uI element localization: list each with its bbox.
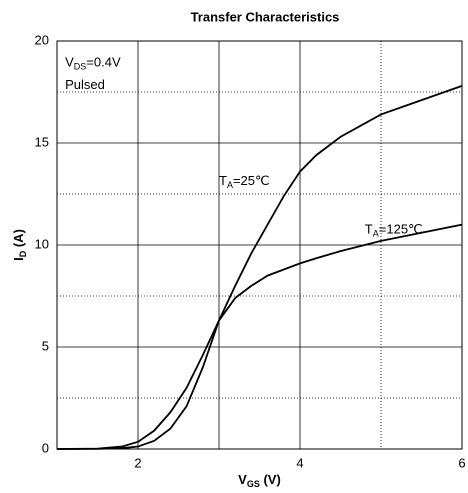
annotation-part: T bbox=[219, 173, 227, 188]
annotation-part: A bbox=[227, 180, 233, 190]
annotation-part: T bbox=[365, 222, 373, 237]
annotation-part: =125℃ bbox=[379, 222, 423, 237]
y-tick-label: 5 bbox=[42, 338, 49, 353]
x-tick-label: 6 bbox=[458, 455, 465, 470]
y-tick-label: 15 bbox=[35, 134, 49, 149]
x-tick-label: 4 bbox=[296, 455, 303, 470]
annotation-part: =0.4V bbox=[86, 55, 121, 70]
annotation: VDS=0.4V bbox=[65, 55, 121, 72]
annotation: TA=25℃ bbox=[219, 173, 270, 190]
annotation: Pulsed bbox=[65, 77, 105, 92]
annotation-part: A bbox=[373, 229, 379, 239]
x-axis-label-part: GS bbox=[247, 479, 260, 489]
y-tick-label: 0 bbox=[42, 440, 49, 455]
x-axis-label: VGS (V) bbox=[238, 472, 281, 489]
y-tick-label: 20 bbox=[35, 32, 49, 47]
x-tick-label: 2 bbox=[134, 455, 141, 470]
x-axis-label-part: V bbox=[238, 472, 247, 487]
annotation-part: DS bbox=[74, 62, 87, 72]
y-axis-label-part: D bbox=[18, 250, 28, 257]
annotation: TA=125℃ bbox=[365, 222, 423, 239]
y-axis-label-part: I bbox=[11, 257, 26, 261]
series-line bbox=[56, 223, 463, 450]
annotation-part: =25℃ bbox=[233, 173, 270, 188]
y-axis-label-part: (A) bbox=[11, 229, 26, 251]
plot-frame bbox=[56, 40, 463, 450]
annotation-part: V bbox=[65, 55, 74, 70]
y-tick-label: 10 bbox=[35, 236, 49, 251]
chart-title: Transfer Characteristics bbox=[191, 9, 340, 24]
series-line bbox=[56, 85, 463, 450]
annotation-part: Pulsed bbox=[65, 77, 105, 92]
x-axis-label-part: (V) bbox=[260, 472, 281, 487]
y-axis-label: ID (A) bbox=[11, 229, 28, 261]
